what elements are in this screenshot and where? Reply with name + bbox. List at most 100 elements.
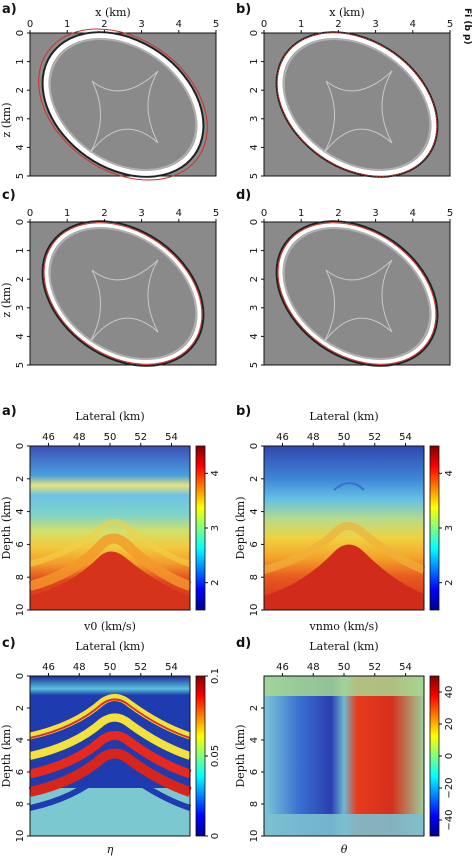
bottom-panel-c-ylabel: Depth (km) (0, 724, 13, 787)
x-tick-label: 0 (27, 208, 33, 219)
z-tick-label: 1 (249, 247, 260, 253)
y-tick-label: 4 (249, 508, 260, 514)
colorbar-tick-label: 0 (444, 753, 455, 759)
x-tick-label: 1 (298, 208, 304, 219)
bottom-panel-d-plot (263, 675, 425, 837)
bottom-panel-c-colorbar (195, 675, 206, 837)
panel-c-zlabel: z (km) (0, 283, 13, 318)
x-tick-label: 54 (165, 432, 178, 443)
z-tick-label: 2 (15, 276, 26, 282)
colorbar-tick-label: −40 (444, 809, 455, 830)
z-tick-label: 2 (249, 87, 260, 93)
x-tick-label: 2 (335, 19, 341, 30)
z-tick-label: 3 (15, 116, 26, 122)
bottom-panel-b-label: b) (236, 404, 252, 419)
panel-b-xlabel: x (km) (329, 6, 364, 19)
bottom-panel-a-colorbar (195, 445, 206, 611)
z-tick-label: 0 (15, 30, 26, 36)
colorbar-tick-label: 2 (444, 579, 455, 585)
y-tick-label: 10 (15, 604, 26, 617)
y-tick-label: 2 (15, 705, 26, 711)
y-tick-label: 8 (15, 801, 26, 807)
colorbar-tick-label: 4 (444, 470, 455, 476)
x-tick-label: 50 (338, 662, 351, 673)
panel-b-plot (263, 31, 451, 178)
y-tick-label: 8 (249, 801, 260, 807)
panel-a-plot (29, 28, 217, 181)
x-tick-label: 52 (134, 432, 147, 443)
panel-b-label: b) (236, 2, 252, 17)
x-tick-label: 0 (261, 19, 267, 30)
z-tick-label: 4 (249, 333, 260, 339)
y-tick-label: 10 (15, 830, 26, 843)
x-tick-label: 52 (134, 662, 147, 673)
x-tick-label: 1 (64, 19, 70, 30)
bottom-panel-b-plot (262, 445, 426, 611)
colorbar-tick-label: 20 (444, 718, 455, 731)
bottom-panel-b-caption: vnmo (km/s) (309, 620, 379, 633)
z-tick-label: 1 (249, 58, 260, 64)
x-tick-label: 54 (165, 662, 178, 673)
colorbar-tick-label: 0.05 (210, 745, 221, 767)
bottom-panel-c-label: c) (2, 636, 16, 651)
colorbar-tick-label: 0.1 (210, 668, 221, 684)
x-tick-label: 5 (447, 208, 453, 219)
bottom-panel-a-plot (28, 445, 192, 611)
panel-a-xlabel: x (km) (95, 6, 130, 19)
bottom-panel-d-colorbar (429, 675, 440, 837)
x-tick-label: 4 (410, 19, 416, 30)
top-tick-layer: 0 1 2 3 4 5 0 1 2 3 4 5 0 1 2 3 4 5 0 1 2 3 4 5 0 1 2 3 4 5 0 1 2 3 4 5 0 1 2 3… (15, 19, 453, 368)
z-tick-label: 3 (249, 305, 260, 311)
bottom-panel-a-label: a) (2, 404, 17, 419)
x-tick-label: 50 (338, 432, 351, 443)
bottom-panel-d-caption: θ (341, 843, 348, 856)
x-tick-label: 2 (101, 208, 107, 219)
panel-d-label: d) (236, 188, 252, 203)
colorbar-tick-label: 40 (444, 686, 455, 699)
x-tick-label: 46 (42, 662, 55, 673)
z-tick-label: 3 (249, 116, 260, 122)
y-tick-label: 2 (249, 705, 260, 711)
bottom-panel-d-label: d) (236, 636, 252, 651)
z-tick-label: 4 (15, 144, 26, 150)
x-tick-label: 5 (213, 19, 219, 30)
bottom-panel-d-title: Lateral (km) (309, 640, 378, 653)
z-tick-label: 4 (15, 333, 26, 339)
x-tick-label: 4 (176, 19, 182, 30)
bottom-panel-a-title: Lateral (km) (75, 410, 144, 423)
y-tick-label: 6 (249, 769, 260, 775)
x-tick-label: 3 (138, 208, 144, 219)
z-tick-label: 2 (249, 276, 260, 282)
y-tick-label: 4 (15, 508, 26, 514)
z-tick-label: 1 (15, 247, 26, 253)
z-tick-label: 0 (249, 219, 260, 225)
x-tick-label: 46 (276, 432, 289, 443)
y-tick-label: 2 (249, 476, 260, 482)
bottom-panel-a-caption: v0 (km/s) (83, 620, 136, 633)
x-tick-label: 52 (368, 662, 381, 673)
colorbar-tick-label: 3 (444, 525, 455, 531)
x-tick-label: 48 (307, 432, 320, 443)
bottom-panel-c-caption: η (107, 843, 114, 856)
y-tick-label: 4 (249, 737, 260, 743)
x-tick-label: 0 (261, 208, 267, 219)
x-tick-label: 48 (73, 432, 86, 443)
x-tick-label: 2 (335, 208, 341, 219)
bottom-panel-d-ylabel: Depth (km) (234, 724, 247, 787)
x-tick-label: 46 (276, 662, 289, 673)
z-tick-label: 5 (15, 173, 26, 179)
colorbar-tick-label: 4 (210, 470, 221, 476)
panel-a-zlabel: z (km) (0, 103, 13, 138)
y-tick-label: 10 (249, 604, 260, 617)
z-tick-label: 5 (249, 362, 260, 368)
z-tick-label: 0 (15, 219, 26, 225)
panel-d-plot (263, 220, 451, 367)
y-tick-label: 10 (249, 830, 260, 843)
x-tick-label: 50 (104, 432, 117, 443)
x-tick-label: 1 (298, 19, 304, 30)
bottom-panel-c-title: Lateral (km) (75, 640, 144, 653)
x-tick-label: 54 (399, 662, 412, 673)
z-tick-label: 2 (15, 87, 26, 93)
